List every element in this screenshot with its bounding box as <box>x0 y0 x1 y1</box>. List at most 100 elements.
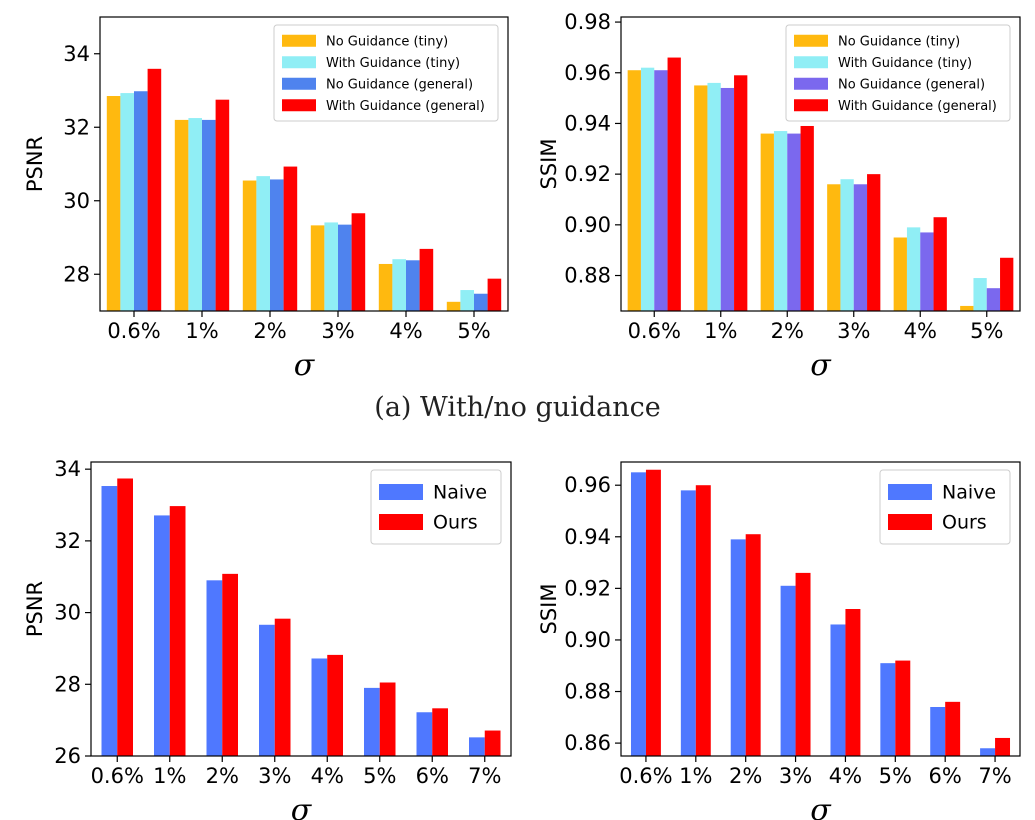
bar-b-ssim-s1-6 <box>945 701 961 756</box>
bar-b-ssim-s0-6 <box>930 707 946 756</box>
legend-swatch-a-ssim-3 <box>794 99 828 112</box>
bar-b-ssim-s1-7 <box>995 737 1011 756</box>
bar-a-ssim-s0-3 <box>827 184 841 311</box>
y-tick-label-a-psnr-1: 30 <box>63 189 90 213</box>
bar-b-psnr-s1-1 <box>169 506 186 756</box>
legend-swatch-a-psnr-3 <box>282 99 316 112</box>
bar-a-psnr-s0-0 <box>106 96 121 311</box>
bar-b-psnr-s0-1 <box>154 515 170 756</box>
bar-a-psnr-s0-5 <box>446 301 461 311</box>
legend-swatch-a-psnr-1 <box>282 56 316 69</box>
bar-b-psnr-s0-6 <box>416 712 433 756</box>
bar-a-ssim-s2-4 <box>920 232 934 311</box>
bar-a-psnr-s2-0 <box>134 91 148 312</box>
x-tick-label-b-ssim-7: 7% <box>978 764 1011 788</box>
legend-label-a-ssim-2: No Guidance (general) <box>838 77 985 92</box>
bar-a-psnr-s2-3 <box>338 224 352 311</box>
x-tick-label-b-psnr-1: 1% <box>153 764 186 788</box>
bar-a-psnr-s3-0 <box>147 68 162 311</box>
bar-a-ssim-s3-5 <box>1000 257 1014 311</box>
bar-a-ssim-s0-0 <box>627 70 641 311</box>
bar-b-ssim-s1-5 <box>895 660 911 756</box>
bar-a-psnr-s1-5 <box>460 290 474 311</box>
y-axis-label-a-psnr: PSNR <box>23 136 47 192</box>
plot-frame-b-ssim <box>620 461 1021 757</box>
caption-a: (a) With/no guidance <box>374 392 661 423</box>
bar-a-ssim-s1-0 <box>640 67 655 311</box>
bar-b-ssim-s1-1 <box>695 485 711 756</box>
x-axis-label-a-psnr: σ <box>294 348 316 383</box>
bar-a-psnr-s1-0 <box>120 93 134 311</box>
bar-b-psnr-s1-3 <box>274 618 291 756</box>
bar-b-ssim-s0-2 <box>730 539 746 756</box>
y-tick-label-b-ssim-0: 0.86 <box>564 731 611 755</box>
x-tick-label-a-psnr-4: 4% <box>389 319 422 343</box>
bar-b-psnr-s1-6 <box>432 708 448 756</box>
x-tick-label-a-ssim-1: 1% <box>704 319 737 343</box>
bar-b-psnr-s1-0 <box>117 478 133 756</box>
legend-label-a-psnr-0: No Guidance (tiny) <box>326 34 448 49</box>
legend-label-b-psnr-1: Ours <box>433 512 478 534</box>
plot-frame-a-ssim <box>620 16 1021 312</box>
y-tick-label-b-ssim-1: 0.88 <box>564 680 611 704</box>
bar-a-ssim-s2-2 <box>787 133 801 311</box>
bar-a-psnr-s1-1 <box>188 118 202 311</box>
y-tick-label-b-ssim-4: 0.94 <box>564 525 611 549</box>
bar-a-ssim-s2-0 <box>654 70 668 311</box>
bar-b-ssim-s0-4 <box>830 624 846 756</box>
legend-label-b-psnr-0: Naive <box>433 482 487 504</box>
bar-a-ssim-s3-3 <box>867 174 881 311</box>
x-axis-label-b-ssim: σ <box>810 793 832 820</box>
legend-swatch-b-ssim-0 <box>888 484 932 500</box>
legend-label-b-ssim-0: Naive <box>942 482 996 504</box>
chart-b-psnr: 0.6% 1% 2% 3% 4% 5% 6% 7% 26 28 30 32 34 σ PSNR Naive Ou… <box>23 457 512 820</box>
x-tick-label-b-psnr-2: 2% <box>206 764 239 788</box>
legend-swatch-b-psnr-1 <box>379 514 423 530</box>
y-tick-label-b-psnr-4: 34 <box>54 457 81 481</box>
bar-a-psnr-s0-2 <box>242 180 257 311</box>
bar-a-psnr-s2-2 <box>270 179 284 311</box>
bar-b-ssim-s0-5 <box>880 663 896 756</box>
bar-a-ssim-s2-5 <box>986 288 1001 311</box>
bar-a-psnr-s0-3 <box>310 225 325 311</box>
x-tick-label-b-ssim-5: 5% <box>879 764 912 788</box>
bar-a-psnr-s3-1 <box>215 99 230 311</box>
legend-swatch-a-ssim-1 <box>794 56 828 69</box>
bar-a-psnr-s0-4 <box>378 263 393 311</box>
legend-label-a-psnr-3: With Guidance (general) <box>326 99 485 114</box>
x-tick-label-a-psnr-5: 5% <box>457 319 490 343</box>
bar-b-psnr-s1-4 <box>327 654 343 756</box>
bar-b-ssim-s0-7 <box>980 748 996 756</box>
x-tick-label-b-psnr-6: 6% <box>416 764 449 788</box>
legend-label-a-ssim-3: With Guidance (general) <box>838 99 997 114</box>
bar-a-psnr-s0-1 <box>174 119 189 312</box>
x-tick-label-a-ssim-4: 4% <box>904 319 937 343</box>
bar-a-psnr-s3-4 <box>419 248 434 311</box>
y-tick-label-a-psnr-2: 32 <box>63 115 90 139</box>
x-tick-label-b-ssim-6: 6% <box>929 764 962 788</box>
x-tick-label-b-ssim-3: 3% <box>779 764 812 788</box>
bar-a-ssim-s1-1 <box>707 82 721 312</box>
y-tick-label-a-psnr-0: 28 <box>63 262 90 286</box>
legend-swatch-a-psnr-0 <box>282 34 316 47</box>
y-tick-label-a-ssim-2: 0.92 <box>564 162 611 186</box>
x-tick-label-a-psnr-1: 1% <box>185 319 218 343</box>
y-axis-label-b-psnr: PSNR <box>23 581 47 637</box>
bar-a-ssim-s1-2 <box>773 131 788 311</box>
x-tick-label-b-ssim-0: 0.6% <box>619 764 672 788</box>
y-tick-label-b-ssim-3: 0.92 <box>564 576 611 600</box>
x-tick-label-a-psnr-3: 3% <box>321 319 354 343</box>
bar-a-ssim-s2-1 <box>720 87 735 311</box>
bar-a-psnr-s2-5 <box>474 293 488 311</box>
legend-box-a-ssim <box>785 24 1011 122</box>
legend-b-psnr: Naive Ours <box>370 469 502 545</box>
y-tick-label-b-psnr-1: 28 <box>54 672 81 696</box>
x-tick-label-b-psnr-7: 7% <box>468 764 501 788</box>
chart-a-psnr: 0.6% 1% 2% 3% 4% 5% 28 30 32 34 σ PSNR No Guidance (… <box>23 16 509 383</box>
bar-b-psnr-s0-2 <box>206 580 223 756</box>
bar-b-ssim-s1-3 <box>795 572 811 756</box>
x-tick-label-b-ssim-4: 4% <box>829 764 862 788</box>
x-tick-label-b-ssim-1: 1% <box>679 764 712 788</box>
x-tick-label-a-ssim-3: 3% <box>837 319 870 343</box>
